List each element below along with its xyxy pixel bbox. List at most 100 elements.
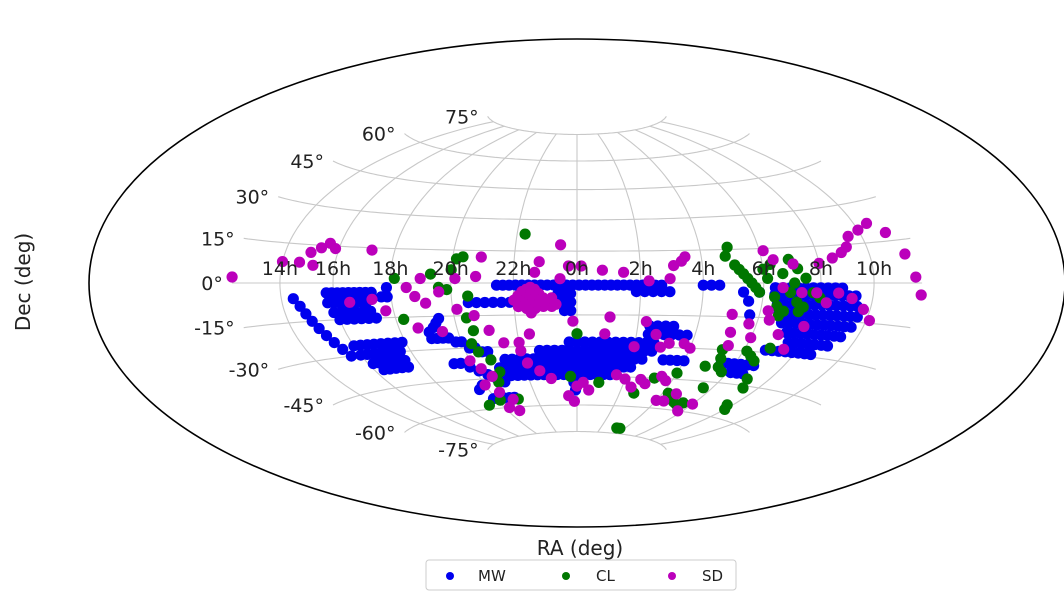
point-mw	[658, 329, 670, 341]
legend-marker-mw	[446, 572, 454, 580]
legend-label-cl: CL	[596, 567, 615, 585]
x-tick-label: 10h	[856, 258, 892, 280]
point-mw	[821, 340, 834, 352]
point-sd	[412, 322, 424, 334]
y-tick-label: 0°	[201, 273, 223, 295]
point-sd	[679, 251, 691, 263]
legend-marker-sd	[668, 572, 676, 580]
y-tick-label: 75°	[445, 106, 479, 128]
point-sd	[366, 293, 378, 305]
point-cl	[789, 277, 801, 289]
point-sd	[757, 245, 769, 257]
point-mw	[738, 286, 750, 298]
point-sd	[493, 386, 506, 398]
point-cl	[445, 264, 457, 276]
point-sd	[772, 329, 784, 341]
y-axis-label: Dec (deg)	[11, 233, 35, 331]
point-mw	[380, 282, 392, 294]
x-tick-label: 6h	[752, 258, 776, 280]
point-sd	[618, 266, 630, 278]
x-tick-label: 2h	[629, 258, 653, 280]
point-sd	[525, 307, 537, 319]
point-mw	[337, 343, 349, 355]
point-sd	[686, 398, 699, 410]
point-sd	[523, 328, 536, 340]
point-sd	[307, 259, 319, 271]
point-sd	[640, 316, 653, 328]
point-sd	[745, 332, 757, 344]
legend-box	[425, 559, 737, 591]
legend: MW CL SD	[425, 559, 737, 591]
point-sd	[820, 297, 832, 309]
point-cl	[697, 382, 709, 394]
point-mw	[394, 346, 406, 358]
point-mw	[743, 295, 755, 307]
point-mw	[647, 286, 659, 298]
point-sd	[468, 310, 480, 322]
projection-border	[88, 38, 1064, 528]
point-sd	[778, 343, 790, 355]
point-sd	[498, 337, 510, 349]
point-cl	[800, 272, 812, 284]
point-mw	[602, 336, 614, 348]
point-sd	[628, 341, 640, 353]
point-sd	[436, 326, 449, 338]
point-mw	[660, 320, 672, 332]
point-sd	[475, 251, 487, 263]
point-mw	[835, 331, 847, 343]
x-tick-label: 18h	[372, 258, 408, 280]
point-mw	[396, 336, 408, 348]
point-sd	[534, 365, 546, 377]
y-tick-label: 45°	[290, 151, 324, 173]
point-sd	[726, 308, 738, 320]
point-sd	[684, 342, 696, 354]
grid-meridian	[634, 129, 765, 437]
point-mw	[565, 296, 577, 308]
point-cl	[398, 313, 410, 325]
point-sd	[486, 370, 498, 382]
legend-label-sd: SD	[702, 567, 723, 585]
scatter-points	[226, 217, 927, 434]
point-mw	[306, 315, 318, 327]
tick-labels: 14h 16h 18h 20h 22h 0h 2h 4h 6h 8h 10h -75° -60° -45°…	[194, 106, 892, 461]
point-sd	[863, 315, 876, 327]
point-sd	[583, 384, 595, 396]
point-sd	[777, 282, 789, 294]
point-sd	[842, 230, 854, 242]
point-mw	[370, 312, 382, 324]
point-cl	[715, 352, 727, 365]
point-mw	[375, 291, 387, 303]
point-sd	[293, 256, 306, 268]
point-cl	[564, 370, 577, 382]
x-axis-label: RA (deg)	[537, 536, 623, 560]
grid-meridian	[389, 129, 520, 437]
point-sd	[514, 405, 526, 417]
point-sd	[449, 273, 461, 285]
point-mw	[565, 288, 577, 300]
point-mw	[470, 297, 483, 309]
x-tick-label: 20h	[433, 258, 469, 280]
point-sd	[567, 315, 579, 327]
point-sd	[910, 271, 922, 283]
point-mw	[642, 328, 654, 340]
point-sd	[604, 311, 616, 323]
point-sd	[796, 287, 808, 299]
y-tick-label: 60°	[362, 124, 396, 146]
point-mw	[656, 286, 668, 298]
point-cl	[741, 373, 753, 385]
point-sd	[562, 260, 575, 272]
point-mw	[664, 286, 676, 298]
point-sd	[650, 328, 662, 341]
point-sd	[475, 363, 487, 375]
point-sd	[400, 281, 412, 294]
point-cl	[748, 355, 760, 367]
y-tick-label: 30°	[236, 187, 270, 209]
point-sd	[798, 320, 810, 333]
point-cl	[721, 241, 733, 253]
point-sd	[596, 264, 609, 276]
point-sd	[409, 290, 421, 303]
point-mw	[320, 330, 333, 342]
point-mw	[705, 279, 718, 291]
point-cl	[677, 397, 689, 409]
